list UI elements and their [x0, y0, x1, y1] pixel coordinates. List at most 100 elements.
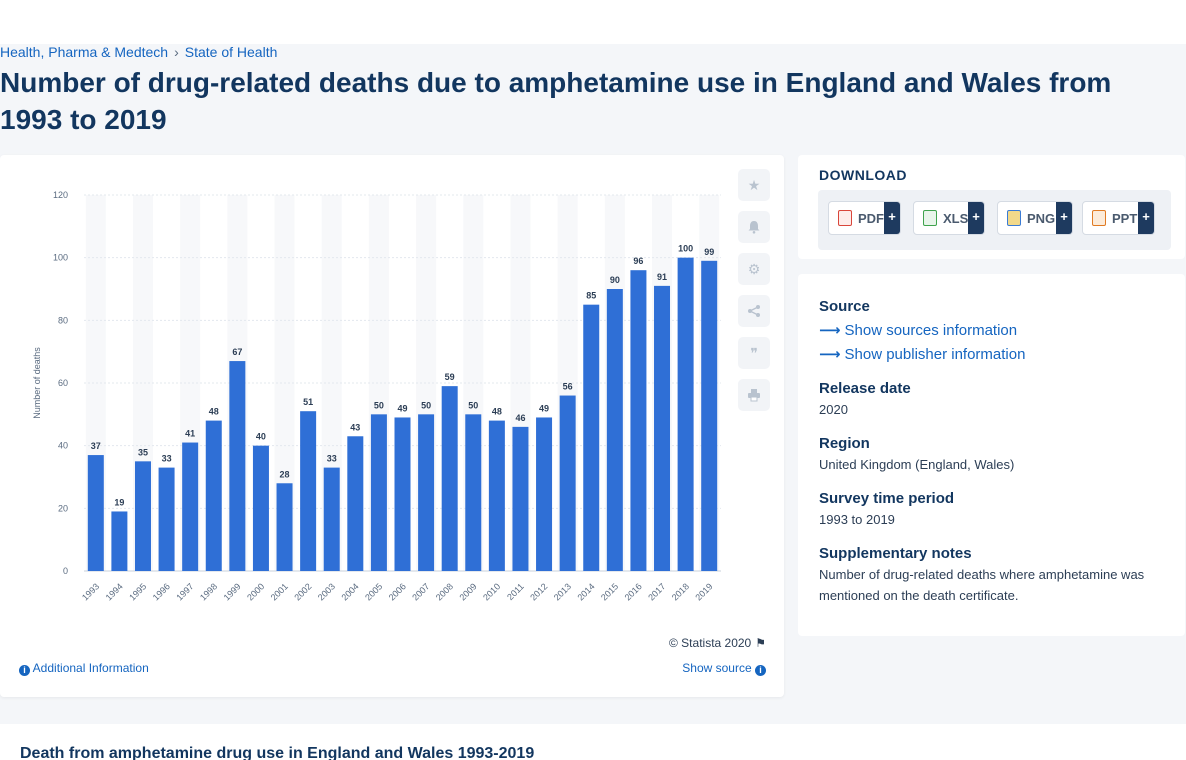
- x-tick-label: 2002: [292, 581, 313, 602]
- download-xls-plus[interactable]: +: [968, 202, 984, 234]
- data-label-1995: 35: [138, 447, 148, 457]
- x-tick-label: 1996: [151, 581, 172, 602]
- bar-1996[interactable]: [158, 467, 175, 571]
- x-tick-label: 2000: [245, 581, 266, 602]
- bar-2013[interactable]: [559, 395, 576, 571]
- bar-chart: 37 19 35 33 41 48 67 40 28 51 33 43 50 49 50 59 50 48 46 49…: [32, 190, 721, 603]
- statistic-details: Source ⟶ Show sources information ⟶ Show p…: [798, 274, 1185, 636]
- x-tick-label: 2003: [316, 581, 337, 602]
- data-label-2012: 49: [539, 403, 549, 413]
- bar-2005[interactable]: [370, 414, 387, 571]
- x-tick-label: 1997: [174, 581, 195, 602]
- bar-2010[interactable]: [488, 420, 505, 571]
- breadcrumb-item-state-of-health[interactable]: State of Health: [184, 44, 278, 60]
- additional-info-label: Additional Information: [32, 661, 149, 675]
- bar-2004[interactable]: [347, 436, 364, 571]
- y-axis-label: Number of deaths: [32, 347, 42, 419]
- bar-2012[interactable]: [536, 417, 553, 571]
- bar-2016[interactable]: [630, 270, 647, 571]
- share-icon[interactable]: [738, 295, 770, 327]
- supplementary-notes-heading: Supplementary notes: [819, 545, 972, 562]
- bar-2009[interactable]: [465, 414, 482, 571]
- data-label-2004: 43: [350, 422, 360, 432]
- show-sources-label: Show sources information: [844, 322, 1018, 339]
- data-label-2011: 46: [515, 413, 525, 423]
- y-tick-label: 80: [58, 315, 68, 325]
- breadcrumb-item-health[interactable]: Health, Pharma & Medtech: [0, 44, 169, 60]
- release-date-value: 2020: [819, 402, 848, 417]
- data-label-1994: 19: [114, 497, 124, 507]
- bar-2011[interactable]: [512, 426, 529, 571]
- x-tick-label: 2015: [599, 581, 620, 602]
- data-label-2008: 59: [445, 372, 455, 382]
- source-heading: Source: [819, 298, 870, 315]
- page-title: Number of drug-related deaths due to amp…: [0, 67, 1112, 135]
- download-png-plus[interactable]: +: [1056, 202, 1072, 234]
- x-tick-label: 2012: [528, 581, 549, 602]
- x-tick-label: 2014: [575, 581, 596, 602]
- print-icon[interactable]: [738, 379, 770, 411]
- download-xls-button[interactable]: XLS +: [913, 201, 985, 235]
- copyright-text: © Statista 2020: [669, 636, 752, 650]
- data-label-2000: 40: [256, 432, 266, 442]
- bar-2000[interactable]: [252, 445, 269, 571]
- bar-1997[interactable]: [182, 442, 199, 571]
- bar-2007[interactable]: [418, 414, 435, 571]
- bar-1999[interactable]: [229, 361, 246, 571]
- download-ppt-button[interactable]: PPT +: [1082, 201, 1155, 235]
- x-tick-label: 2013: [552, 581, 573, 602]
- download-pdf-plus[interactable]: +: [884, 202, 900, 234]
- y-tick-label: 120: [53, 190, 68, 200]
- download-ppt-plus[interactable]: +: [1138, 202, 1154, 234]
- bar-2017[interactable]: [654, 285, 671, 571]
- bar-2001[interactable]: [276, 483, 293, 571]
- data-label-1999: 67: [232, 347, 242, 357]
- x-tick-label: 2018: [670, 581, 691, 602]
- data-label-2001: 28: [280, 469, 290, 479]
- bar-1998[interactable]: [205, 420, 222, 571]
- bar-2003[interactable]: [323, 467, 340, 571]
- gear-icon[interactable]: ⚙: [738, 253, 770, 285]
- x-tick-label: 1993: [80, 581, 101, 602]
- data-label-2013: 56: [563, 382, 573, 392]
- data-label-2010: 48: [492, 407, 502, 417]
- related-section-title: Death from amphetamine drug use in Engla…: [20, 745, 535, 760]
- x-tick-label: 2008: [434, 581, 455, 602]
- x-tick-label: 1998: [198, 581, 219, 602]
- bar-2008[interactable]: [441, 386, 458, 571]
- show-sources-link[interactable]: ⟶ Show sources information: [819, 321, 1017, 339]
- bar-1993[interactable]: [87, 455, 104, 571]
- bar-1995[interactable]: [134, 461, 151, 571]
- download-buttons: PDF + XLS + PNG + PPT +: [818, 190, 1171, 250]
- data-label-2009: 50: [468, 400, 478, 410]
- bar-2018[interactable]: [677, 257, 694, 571]
- data-label-2007: 50: [421, 400, 431, 410]
- quote-icon[interactable]: ❞: [738, 337, 770, 369]
- download-xls-label: XLS: [943, 210, 969, 226]
- bar-2019[interactable]: [701, 260, 718, 571]
- x-tick-label: 2016: [623, 581, 644, 602]
- additional-info-link[interactable]: i Additional Information: [19, 661, 149, 676]
- data-label-2016: 96: [633, 256, 643, 266]
- bar-2014[interactable]: [583, 304, 600, 571]
- show-publisher-link[interactable]: ⟶ Show publisher information: [819, 345, 1025, 363]
- bell-icon[interactable]: [738, 211, 770, 243]
- flag-icon[interactable]: ⚑: [755, 636, 766, 650]
- pdf-icon: [838, 210, 852, 226]
- x-tick-label: 2010: [481, 581, 502, 602]
- bar-2002[interactable]: [300, 411, 317, 571]
- show-publisher-label: Show publisher information: [844, 346, 1026, 363]
- copyright: © Statista 2020 ⚑: [669, 636, 766, 650]
- arrow-right-icon: ⟶: [819, 322, 841, 339]
- show-source-link[interactable]: Show source i: [682, 661, 766, 676]
- bar-2006[interactable]: [394, 417, 411, 571]
- data-label-1997: 41: [185, 429, 195, 439]
- bar-2015[interactable]: [606, 289, 623, 571]
- star-icon[interactable]: ★: [738, 169, 770, 201]
- download-card: DOWNLOAD PDF + XLS + PNG + PPT +: [798, 155, 1185, 259]
- download-pdf-button[interactable]: PDF +: [828, 201, 901, 235]
- download-png-button[interactable]: PNG +: [997, 201, 1073, 235]
- supplementary-notes-value: Number of drug-related deaths where amph…: [819, 567, 1145, 603]
- bar-1994[interactable]: [111, 511, 128, 571]
- xls-icon: [923, 210, 937, 226]
